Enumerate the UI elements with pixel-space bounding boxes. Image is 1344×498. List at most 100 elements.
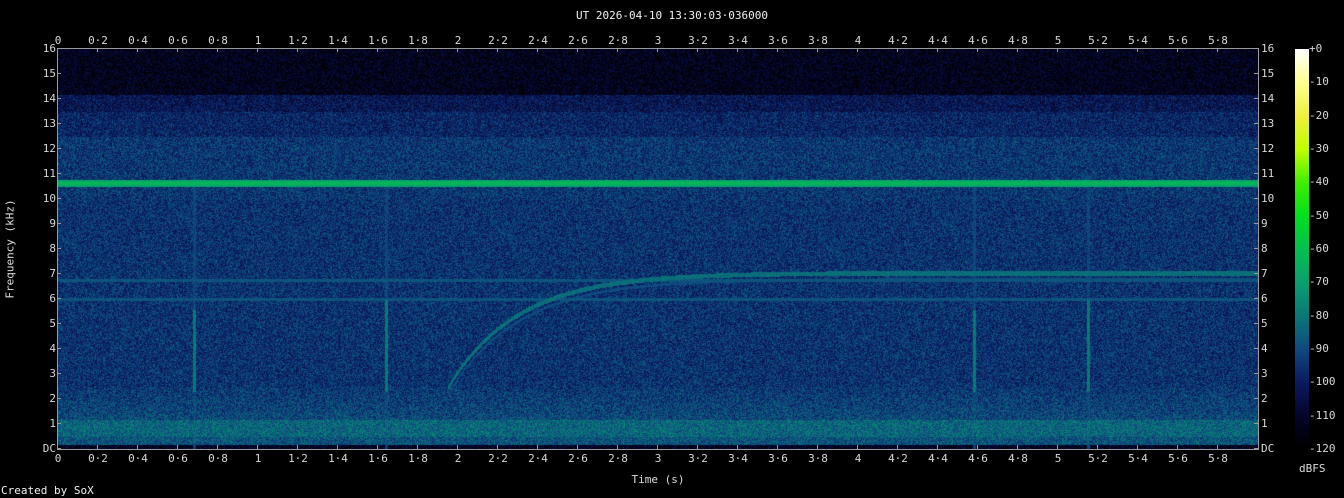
y-tick-label-right: 14 bbox=[1261, 92, 1275, 105]
x-tick-label-top: 1·4 bbox=[328, 34, 348, 47]
x-tick-mark bbox=[777, 48, 778, 52]
y-tick-label-right: DC bbox=[1261, 442, 1275, 455]
y-tick-mark bbox=[1254, 173, 1258, 174]
y-tick-mark bbox=[1254, 273, 1258, 274]
x-tick-mark bbox=[657, 48, 658, 52]
x-tick-mark bbox=[777, 445, 778, 449]
x-tick-label-bottom: 5·6 bbox=[1168, 452, 1188, 465]
x-tick-mark bbox=[257, 445, 258, 449]
x-tick-label-bottom: 3·6 bbox=[768, 452, 788, 465]
y-tick-label-right: 5 bbox=[1261, 317, 1268, 330]
x-tick-mark bbox=[217, 48, 218, 52]
x-tick-label-top: 3 bbox=[654, 34, 662, 47]
x-tick-mark bbox=[937, 445, 938, 449]
y-tick-label-left: 7 bbox=[49, 267, 56, 280]
x-tick-label-top: 2·4 bbox=[528, 34, 548, 47]
x-tick-mark bbox=[1097, 445, 1098, 449]
y-tick-mark bbox=[57, 198, 61, 199]
x-tick-mark bbox=[897, 445, 898, 449]
colorbar-tick-label: -70 bbox=[1309, 275, 1329, 289]
y-tick-mark bbox=[57, 173, 61, 174]
x-tick-mark bbox=[577, 48, 578, 52]
x-tick-mark bbox=[457, 48, 458, 52]
x-tick-mark bbox=[817, 445, 818, 449]
x-tick-mark bbox=[57, 48, 58, 52]
x-tick-mark bbox=[177, 445, 178, 449]
x-tick-label-bottom: 2·8 bbox=[608, 452, 628, 465]
x-tick-label-bottom: 3 bbox=[654, 452, 662, 465]
x-tick-mark bbox=[857, 445, 858, 449]
y-tick-mark bbox=[1254, 398, 1258, 399]
x-tick-mark bbox=[497, 445, 498, 449]
x-tick-mark bbox=[137, 445, 138, 449]
x-tick-label-top: 5·8 bbox=[1208, 34, 1228, 47]
x-tick-label-top: 3·6 bbox=[768, 34, 788, 47]
x-tick-mark bbox=[897, 48, 898, 52]
y-tick-label-left: 16 bbox=[42, 42, 56, 55]
y-tick-mark bbox=[57, 73, 61, 74]
x-tick-label-bottom: 3·4 bbox=[728, 452, 748, 465]
x-tick-label-top: 3·8 bbox=[808, 34, 828, 47]
x-tick-label-bottom: 5 bbox=[1054, 452, 1062, 465]
y-tick-label-right: 9 bbox=[1261, 217, 1268, 230]
x-tick-label-bottom: 5·8 bbox=[1208, 452, 1228, 465]
x-tick-label-bottom: 0·6 bbox=[168, 452, 188, 465]
x-tick-mark bbox=[977, 48, 978, 52]
y-tick-label-left: 9 bbox=[49, 217, 56, 230]
y-tick-label-left: 10 bbox=[42, 192, 56, 205]
x-tick-label-top: 3·2 bbox=[688, 34, 708, 47]
colorbar-tick-label: -40 bbox=[1309, 175, 1329, 189]
y-tick-label-left: 15 bbox=[42, 67, 56, 80]
chart-title: UT 2026-04-10 13:30:03·036000 bbox=[575, 9, 769, 22]
x-tick-mark bbox=[1217, 48, 1218, 52]
x-tick-mark bbox=[457, 445, 458, 449]
x-tick-mark bbox=[1137, 48, 1138, 52]
x-tick-label-bottom: 5·2 bbox=[1088, 452, 1108, 465]
x-tick-mark bbox=[537, 445, 538, 449]
y-tick-label-left: 3 bbox=[49, 367, 56, 380]
x-tick-label-bottom: 2·4 bbox=[528, 452, 548, 465]
y-axis-label: Frequency (kHz) bbox=[3, 199, 17, 299]
x-tick-mark bbox=[297, 48, 298, 52]
colorbar-tick-label: -50 bbox=[1309, 208, 1329, 222]
y-tick-mark bbox=[57, 273, 61, 274]
x-tick-label-bottom: 2 bbox=[454, 452, 462, 465]
y-tick-label-left: 1 bbox=[49, 417, 56, 430]
x-tick-label-bottom: 4·6 bbox=[968, 452, 988, 465]
x-tick-label-bottom: 0·4 bbox=[128, 452, 148, 465]
x-tick-mark bbox=[97, 48, 98, 52]
y-tick-mark bbox=[1254, 98, 1258, 99]
x-tick-label-bottom: 0·2 bbox=[88, 452, 108, 465]
x-tick-label-bottom: 5·4 bbox=[1128, 452, 1148, 465]
colorbar-tick-label: -110 bbox=[1309, 408, 1336, 422]
y-tick-label-left: 13 bbox=[42, 117, 56, 130]
x-tick-label-top: 2·8 bbox=[608, 34, 628, 47]
x-tick-label-top: 3·4 bbox=[728, 34, 748, 47]
y-tick-mark bbox=[1254, 148, 1258, 149]
y-tick-mark bbox=[57, 398, 61, 399]
y-tick-mark bbox=[1254, 348, 1258, 349]
y-tick-mark bbox=[1254, 248, 1258, 249]
colorbar-tick-label: +0 bbox=[1309, 42, 1323, 55]
y-tick-label-left: 5 bbox=[49, 317, 56, 330]
spectrogram-heatmap bbox=[58, 49, 1258, 449]
y-tick-mark bbox=[57, 423, 61, 424]
x-tick-mark bbox=[977, 445, 978, 449]
x-tick-label-top: 1·6 bbox=[368, 34, 388, 47]
x-tick-mark bbox=[617, 48, 618, 52]
x-tick-mark bbox=[97, 445, 98, 449]
colorbar-tick-label: -20 bbox=[1309, 108, 1329, 122]
x-tick-mark bbox=[57, 445, 58, 449]
colorbar-tick-label: -10 bbox=[1309, 75, 1329, 89]
y-tick-label-left: 2 bbox=[49, 392, 56, 405]
colorbar-tick-label: -30 bbox=[1309, 142, 1329, 155]
x-tick-mark bbox=[697, 48, 698, 52]
y-tick-mark bbox=[1254, 423, 1258, 424]
x-tick-label-top: 5·6 bbox=[1168, 34, 1188, 47]
x-tick-label-bottom: 4·8 bbox=[1008, 452, 1028, 465]
x-tick-label-top: 1·2 bbox=[288, 34, 308, 47]
y-tick-label-left: 12 bbox=[42, 142, 56, 155]
y-tick-mark bbox=[57, 373, 61, 374]
x-tick-label-top: 0·8 bbox=[208, 34, 228, 47]
x-tick-label-top: 2·2 bbox=[488, 34, 508, 47]
